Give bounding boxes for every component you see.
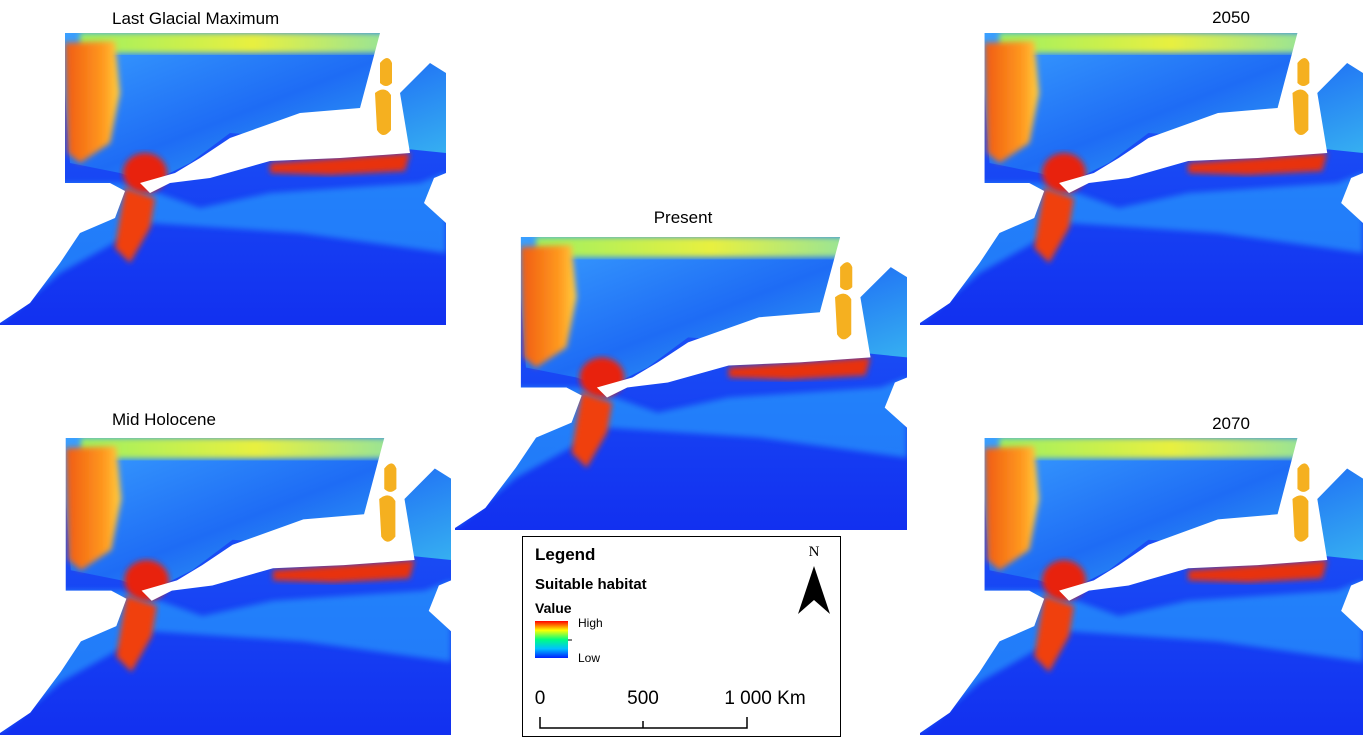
panel-title: Last Glacial Maximum (112, 9, 279, 28)
map-present (455, 237, 907, 530)
map-lgm (0, 33, 446, 325)
scale-label: 500 (627, 688, 659, 709)
scale-label: 0 (535, 688, 546, 709)
map-2050 (920, 33, 1363, 325)
scale-label: 1 000 Km (724, 688, 805, 709)
scale-bar (539, 717, 748, 729)
legend-subtitle: Suitable habitat (535, 576, 647, 593)
legend-title: Legend (535, 545, 595, 564)
panel-title: 2070 (1212, 414, 1250, 433)
legend-high: High (578, 616, 603, 630)
north-arrow (798, 566, 830, 614)
map-2070 (920, 438, 1363, 735)
legend-low: Low (578, 651, 600, 665)
legend-field: Value (535, 600, 572, 616)
panel-title: 2050 (1212, 8, 1250, 27)
legend-box (522, 536, 841, 737)
panel-title: Mid Holocene (112, 410, 216, 429)
map-mid-holocene (0, 438, 451, 735)
north-label: N (809, 544, 820, 560)
panel-title: Present (654, 208, 713, 227)
legend-ramp (535, 621, 568, 658)
legend: Legend Suitable habitat Value High Low N… (522, 536, 841, 737)
